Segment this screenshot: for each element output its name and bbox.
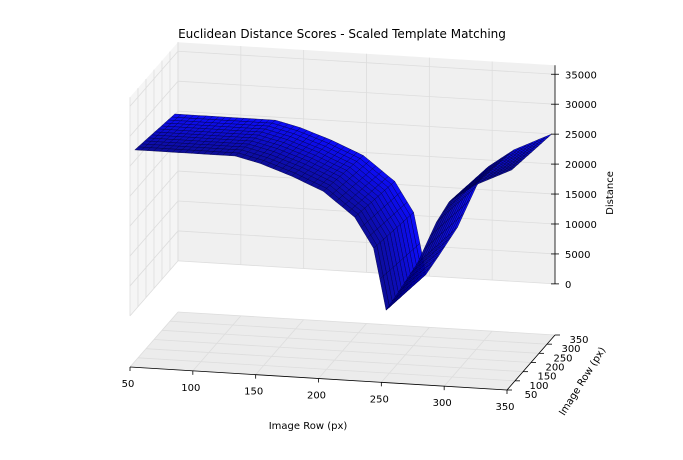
z-tick-label: 10000	[565, 220, 597, 231]
z-tick-label: 35000	[565, 70, 597, 81]
grid-line	[177, 230, 556, 255]
z-tick-label: 20000	[565, 160, 597, 171]
x-tick-label: 50	[122, 379, 135, 390]
z-tick-label: 30000	[565, 100, 597, 111]
grid-line	[129, 50, 179, 107]
x-axis-label: Image Row (px)	[269, 421, 348, 432]
z-tick-label: 5000	[565, 250, 590, 261]
grid-line	[129, 80, 179, 137]
grid-line	[177, 260, 556, 285]
grid-line	[129, 260, 179, 317]
grid-line	[129, 200, 179, 257]
grid-line	[177, 80, 556, 105]
grid-line	[129, 170, 179, 227]
y-tick-label: 150	[537, 372, 556, 383]
surface-patch	[505, 166, 516, 173]
y-tick-label: 300	[561, 344, 580, 355]
grid-line	[129, 230, 179, 287]
x-tick-label: 100	[181, 383, 200, 394]
y-tick-label: 200	[545, 363, 564, 374]
z-axis-label: Distance	[605, 171, 616, 215]
tick-labels: 50 100 150 200 250 300 35050100150200250300350…	[122, 70, 597, 413]
grid-line	[177, 50, 556, 75]
surface-plot	[134, 113, 552, 311]
z-tick-label: 15000	[565, 190, 597, 201]
x-tick-label: 350	[495, 402, 514, 413]
grid-line	[169, 320, 548, 345]
x-tick-label: 150	[244, 387, 263, 398]
x-tick-label: 300	[433, 398, 452, 409]
y-tick-label: 250	[553, 353, 572, 364]
y-tick-label: 100	[529, 381, 548, 392]
y-tick-label: 350	[569, 335, 588, 346]
chart-title: Euclidean Distance Scores - Scaled Templ…	[178, 27, 506, 41]
z-tick-label: 0	[565, 280, 571, 291]
x-tick-label: 200	[307, 391, 326, 402]
grid-line	[153, 339, 532, 363]
axis-panes	[130, 42, 555, 390]
grid-line	[177, 311, 556, 336]
z-tick-label: 25000	[565, 130, 597, 141]
grid-line	[137, 357, 516, 382]
grid-line	[161, 329, 540, 354]
grid-line	[145, 348, 524, 373]
grid-line	[177, 110, 556, 135]
x-tick-label: 250	[370, 394, 389, 405]
y-tick-label: 50	[525, 390, 538, 401]
